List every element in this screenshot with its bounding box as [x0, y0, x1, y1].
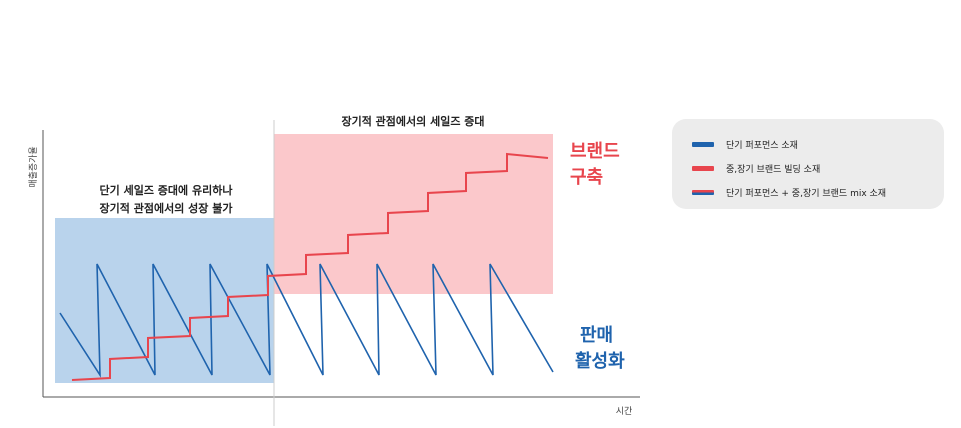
x-axis-label: 시간 — [616, 406, 633, 417]
pink-region — [274, 134, 553, 294]
legend: 단기 퍼포먼스 소재 중,장기 브랜드 빌딩 소재 단기 퍼포먼스 + 중,장기… — [672, 119, 944, 209]
blue-region — [55, 218, 274, 383]
left-region-label-line2: 장기적 관점에서의 성장 불가 — [100, 201, 233, 215]
activation-label-line1: 판매 — [580, 325, 613, 346]
legend-label: 중,장기 브랜드 빌딩 소재 — [726, 164, 821, 175]
legend-swatch-brand — [692, 165, 714, 171]
legend-label: 단기 퍼포먼스 + 중,장기 브랜드 mix 소재 — [726, 188, 887, 199]
brand-label-line1: 브랜드 — [570, 141, 620, 162]
brand-series — [71, 152, 549, 381]
legend-swatch-performance — [692, 141, 714, 147]
brand-label-line2: 구축 — [570, 167, 603, 188]
legend-item: 중,장기 브랜드 빌딩 소재 — [692, 156, 944, 180]
legend-item: 단기 퍼포먼스 소재 — [692, 132, 944, 156]
right-region-label: 장기적 관점에서의 세일즈 증대 — [341, 114, 484, 128]
brand-line — [71, 152, 549, 381]
legend-label: 단기 퍼포먼스 소재 — [726, 140, 798, 151]
left-region-label-line1: 단기 세일즈 증대에 유리하나 — [100, 183, 233, 197]
legend-item: 단기 퍼포먼스 + 중,장기 브랜드 mix 소재 — [692, 180, 944, 204]
legend-swatch-mix — [692, 189, 714, 195]
y-axis-label: 매출증가율 — [28, 146, 39, 187]
activation-label-line2: 활성화 — [575, 351, 625, 372]
